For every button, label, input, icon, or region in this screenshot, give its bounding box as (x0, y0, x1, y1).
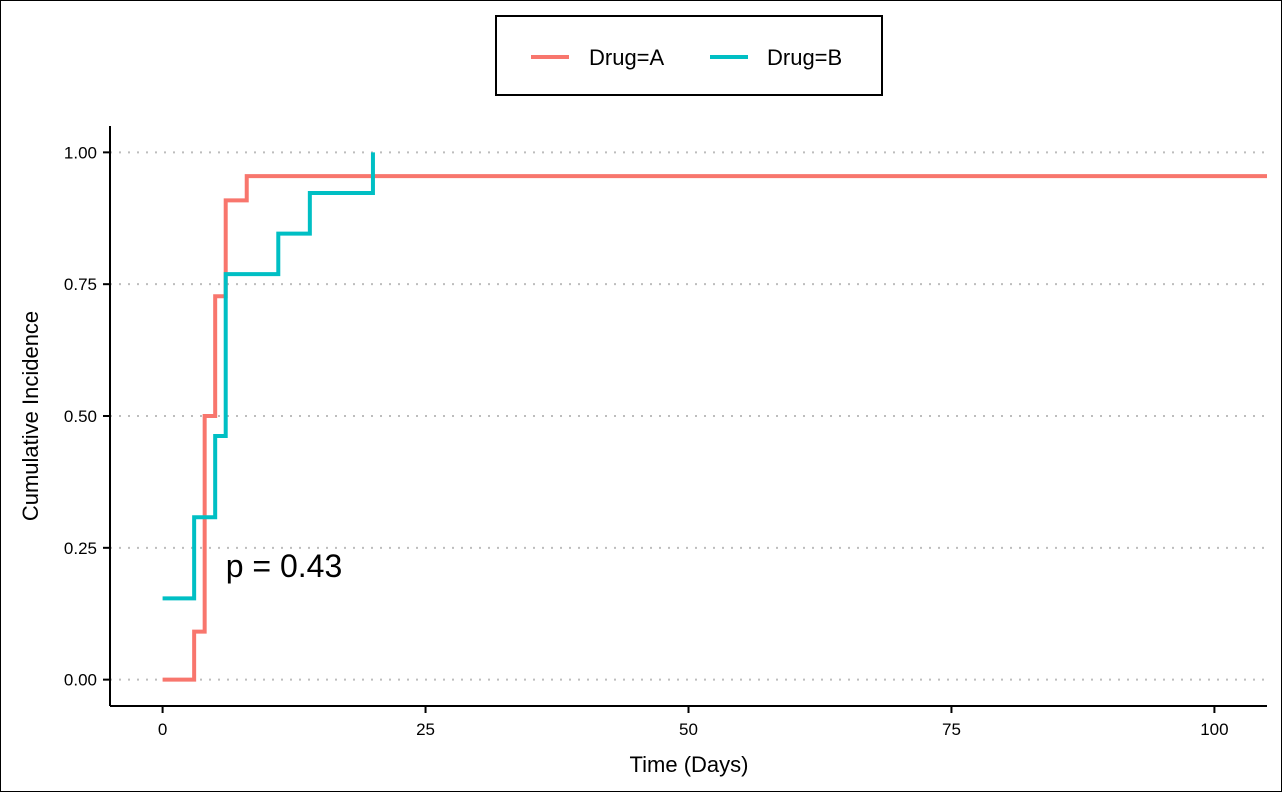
series-line-0 (162, 174, 1267, 682)
x-tick-label-1: 25 (416, 720, 435, 739)
x-tick-label-0: 0 (158, 720, 167, 739)
legend-label-drug-b: Drug=B (767, 45, 842, 70)
legend-label-drug-a: Drug=A (589, 45, 665, 70)
y-tick-label-3: 0.75 (64, 275, 97, 294)
y-tick-label-0: 0.00 (64, 671, 97, 690)
y-axis-title: Cumulative Incidence (18, 311, 43, 521)
legend: Drug=A Drug=B (495, 15, 883, 96)
p-value-annotation: p = 0.43 (226, 548, 343, 584)
x-tick-label-2: 50 (679, 720, 698, 739)
series-lines (162, 152, 1267, 682)
y-tick-label-4: 1.00 (64, 143, 97, 162)
x-axis-title: Time (Days) (630, 752, 749, 777)
series-line-1 (162, 152, 375, 601)
axes: 0 25 50 75 100 0.00 0.25 0.50 0.75 1.00 (64, 126, 1267, 739)
gridlines (110, 151, 1267, 681)
x-tick-label-3: 75 (942, 720, 961, 739)
x-tick-label-4: 100 (1200, 720, 1228, 739)
y-tick-label-2: 0.50 (64, 407, 97, 426)
y-tick-label-1: 0.25 (64, 539, 97, 558)
